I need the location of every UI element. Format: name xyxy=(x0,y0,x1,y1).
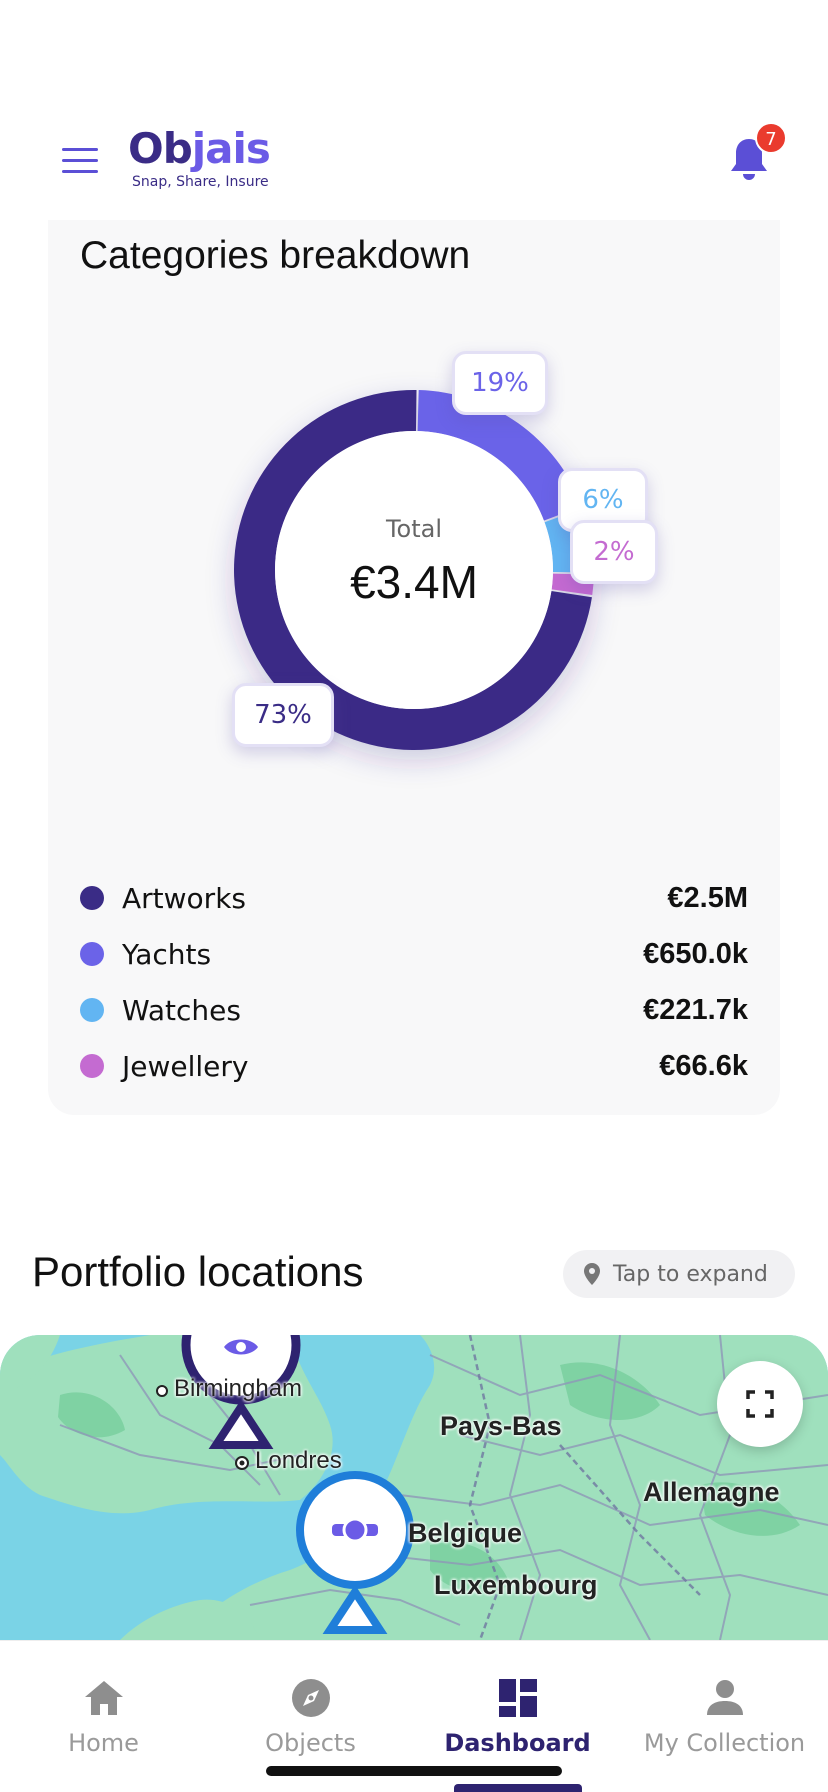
legend-row-watches: Watches €221.7k xyxy=(80,982,748,1038)
donut-slice-yachts xyxy=(417,390,583,521)
legend-name: Yachts xyxy=(122,937,212,971)
watch-marker[interactable] xyxy=(290,1470,420,1640)
logo-wordmark: Objais xyxy=(128,124,271,173)
logo-tagline: Snap, Share, Insure xyxy=(132,174,269,190)
nav-item-home[interactable]: Home xyxy=(0,1641,207,1761)
legend-name: Watches xyxy=(122,993,241,1027)
legend-row-artworks: Artworks €2.5M xyxy=(80,870,748,926)
hamburger-menu-icon[interactable] xyxy=(60,146,100,176)
legend-dot xyxy=(80,1054,104,1078)
donut-total-label: Total xyxy=(385,515,442,543)
categories-legend: Artworks €2.5M Yachts €650.0k Watches €2… xyxy=(80,870,748,1094)
compass-icon xyxy=(292,1679,330,1717)
map-label-belgique: Belgique xyxy=(408,1518,523,1548)
map-label-birmingham: Birmingham xyxy=(174,1375,303,1402)
map-label-allemagne: Allemagne xyxy=(643,1477,780,1507)
categories-title: Categories breakdown xyxy=(80,234,471,277)
legend-value: €2.5M xyxy=(667,881,748,914)
map-label-luxembourg: Luxembourg xyxy=(434,1570,598,1600)
tap-to-expand-label: Tap to expand xyxy=(613,1261,768,1287)
legend-value: €66.6k xyxy=(659,1049,748,1082)
legend-value: €221.7k xyxy=(643,993,748,1026)
map-label-pays-bas: Pays-Bas xyxy=(440,1411,562,1441)
categories-donut-chart: Total €3.4M xyxy=(234,390,594,750)
home-icon xyxy=(85,1681,123,1715)
pct-label-yachts: 19% xyxy=(452,351,548,415)
legend-name: Jewellery xyxy=(122,1049,249,1083)
artwork-marker[interactable] xyxy=(176,1335,306,1455)
location-pin-icon xyxy=(584,1263,600,1285)
legend-row-jewellery: Jewellery €66.6k xyxy=(80,1038,748,1094)
legend-name: Artworks xyxy=(122,881,246,915)
tap-to-expand-button[interactable]: Tap to expand xyxy=(563,1250,795,1298)
active-tab-indicator xyxy=(454,1784,582,1792)
notification-badge: 7 xyxy=(755,122,787,154)
nav-label: Home xyxy=(68,1729,139,1757)
pct-label-artworks: 73% xyxy=(232,683,334,747)
nav-label: Dashboard xyxy=(444,1729,591,1757)
nav-label: Objects xyxy=(265,1729,356,1757)
legend-row-yachts: Yachts €650.0k xyxy=(80,926,748,982)
pct-label-jewellery: 2% xyxy=(570,520,658,584)
nav-item-objects[interactable]: Objects xyxy=(207,1641,414,1761)
legend-dot xyxy=(80,942,104,966)
map-label-londres: Londres xyxy=(255,1447,342,1474)
dashboard-icon xyxy=(499,1679,537,1717)
bottom-navigation: Home Objects Dashboard My Collection xyxy=(0,1640,828,1792)
nav-item-dashboard[interactable]: Dashboard xyxy=(414,1641,621,1761)
app-header: Objais Snap, Share, Insure 7 xyxy=(0,0,828,220)
portfolio-title: Portfolio locations xyxy=(32,1248,364,1295)
portfolio-map[interactable]: Birmingham Londres Pays-Bas Allemagne Be… xyxy=(0,1335,828,1640)
fullscreen-icon xyxy=(746,1390,774,1418)
eye-icon xyxy=(224,1339,258,1355)
donut-total-value: €3.4M xyxy=(350,556,478,608)
nav-label: My Collection xyxy=(643,1729,806,1757)
watch-icon xyxy=(332,1517,378,1543)
legend-value: €650.0k xyxy=(643,937,748,970)
home-indicator xyxy=(266,1766,562,1776)
legend-dot xyxy=(80,998,104,1022)
nav-item-my-collection[interactable]: My Collection xyxy=(621,1641,828,1761)
person-icon xyxy=(707,1680,743,1715)
legend-dot xyxy=(80,886,104,910)
app-logo: Objais Snap, Share, Insure xyxy=(128,126,288,192)
map-fullscreen-button[interactable] xyxy=(717,1361,803,1447)
